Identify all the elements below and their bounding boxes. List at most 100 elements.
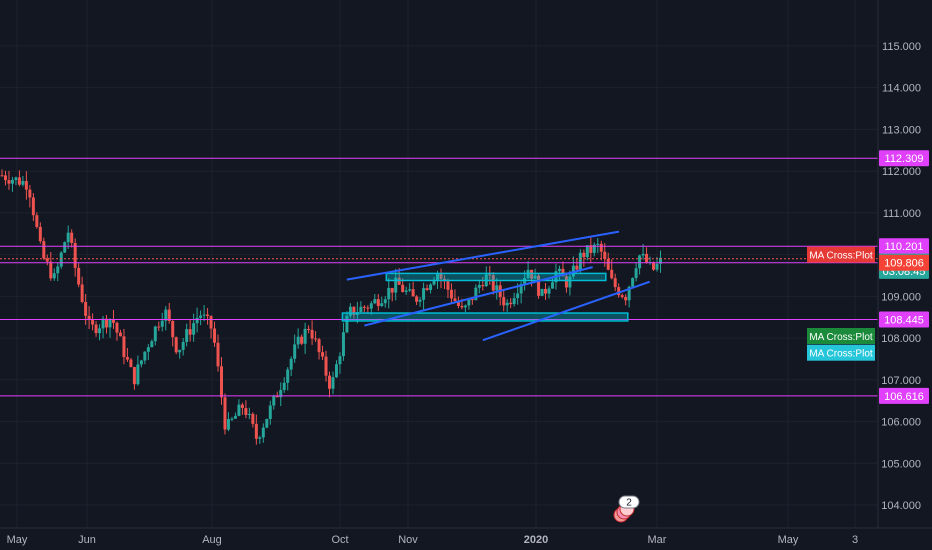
- candle-body: [122, 336, 126, 358]
- middle-channel-line[interactable]: [364, 266, 593, 327]
- candle-body: [645, 253, 649, 263]
- candle-body: [641, 253, 645, 256]
- candle-body: [380, 303, 384, 307]
- candle-body: [268, 405, 272, 419]
- candle-body: [49, 261, 53, 279]
- candle-body: [401, 284, 405, 292]
- candle-body: [582, 252, 586, 258]
- time-tick-label: 2020: [524, 534, 548, 546]
- support-resistance-zones[interactable]: [341, 272, 629, 322]
- price-axis-labels: 112.309110.201109.83103:08:45109.806108.…: [879, 150, 929, 404]
- candle-body: [537, 275, 541, 296]
- candle-body: [209, 316, 213, 329]
- time-axis[interactable]: May Jun Aug Oct Nov 2020 Mar May 3: [7, 534, 858, 546]
- time-tick-label: May: [778, 534, 799, 546]
- candle-body: [373, 299, 377, 304]
- candle-body: [136, 364, 140, 385]
- label-106616-text: 106.616: [884, 391, 924, 403]
- candle-body: [143, 351, 147, 361]
- candle-body: [216, 342, 220, 367]
- grid-horizontal: [0, 45, 878, 506]
- candle-body: [394, 277, 398, 293]
- event-count-pill[interactable]: [618, 495, 640, 509]
- candle-body: [331, 377, 335, 389]
- candle-body: [84, 302, 88, 316]
- candle-body: [348, 306, 352, 316]
- candle-body: [171, 320, 175, 338]
- candle-body: [220, 366, 223, 398]
- candle-body: [516, 293, 520, 299]
- time-tick-label: May: [7, 534, 28, 546]
- lower-zone-rect[interactable]: [341, 312, 629, 322]
- candle-body: [652, 262, 656, 270]
- candle-body: [359, 306, 363, 313]
- trend-channel-lines[interactable]: [346, 230, 651, 342]
- label-110201-text: 110.201: [885, 241, 924, 253]
- time-tick-label: Mar: [648, 534, 667, 546]
- upper-channel-line[interactable]: [346, 230, 620, 281]
- price-tick-label: 113.000: [882, 124, 921, 136]
- candle-body: [87, 315, 91, 321]
- candle-body: [456, 300, 460, 306]
- upper-zone-rect[interactable]: [385, 272, 607, 282]
- candle-body: [606, 258, 610, 270]
- candle-body: [446, 281, 450, 290]
- candle-body: [561, 268, 565, 277]
- candle-body: [206, 314, 210, 317]
- candle-body: [634, 268, 638, 279]
- candle-body: [174, 337, 178, 353]
- candle-body: [21, 181, 25, 185]
- candle-body: [397, 277, 401, 285]
- candle-body: [334, 364, 338, 378]
- candle-body: [425, 288, 429, 291]
- candle-body: [52, 273, 56, 279]
- price-tick-label: 115.000: [882, 41, 921, 53]
- candle-body: [376, 299, 380, 307]
- candle-body: [408, 289, 412, 291]
- label-108445-text: 108.445: [884, 315, 924, 327]
- candle-body: [470, 299, 474, 301]
- candle-body: [279, 389, 283, 398]
- candle-body: [244, 407, 248, 415]
- candle-body: [293, 344, 297, 359]
- candle-body: [544, 288, 548, 294]
- candle-body: [7, 180, 11, 184]
- label-110201-box: [879, 238, 929, 255]
- candle-body: [449, 289, 453, 299]
- candle-body: [3, 175, 7, 181]
- candle-body: [63, 242, 67, 253]
- candle-body: [10, 179, 14, 184]
- candle-body: [411, 289, 415, 297]
- time-tick-label: 3: [852, 534, 858, 546]
- candle-body: [146, 347, 150, 352]
- candle-body: [596, 243, 600, 245]
- candle-body: [404, 290, 408, 292]
- candle-body: [38, 226, 42, 242]
- candle-body: [610, 269, 614, 279]
- candle-body: [115, 322, 119, 333]
- candle-body: [150, 341, 154, 348]
- candle-body: [296, 336, 300, 345]
- lower-channel-line[interactable]: [482, 280, 651, 342]
- candle-body: [429, 284, 433, 291]
- candle-body: [383, 299, 387, 304]
- candle-body: [28, 189, 32, 198]
- candle-body: [655, 263, 659, 270]
- candle-body: [624, 297, 628, 301]
- candle-body: [101, 318, 105, 329]
- candle-body: [35, 215, 39, 227]
- candle-body: [24, 181, 28, 190]
- candle-body: [578, 252, 582, 270]
- candle-body: [509, 302, 513, 305]
- candle-body: [70, 232, 74, 243]
- candle-body: [80, 284, 84, 303]
- candle-body: [258, 437, 262, 439]
- events-badge[interactable]: 2: [613, 495, 640, 523]
- candle-body: [589, 245, 593, 253]
- candle-body: [261, 427, 265, 438]
- candle-body: [533, 275, 537, 279]
- candle-body: [530, 269, 534, 279]
- candle-body: [328, 375, 332, 389]
- price-tick-label: 107.000: [881, 375, 921, 387]
